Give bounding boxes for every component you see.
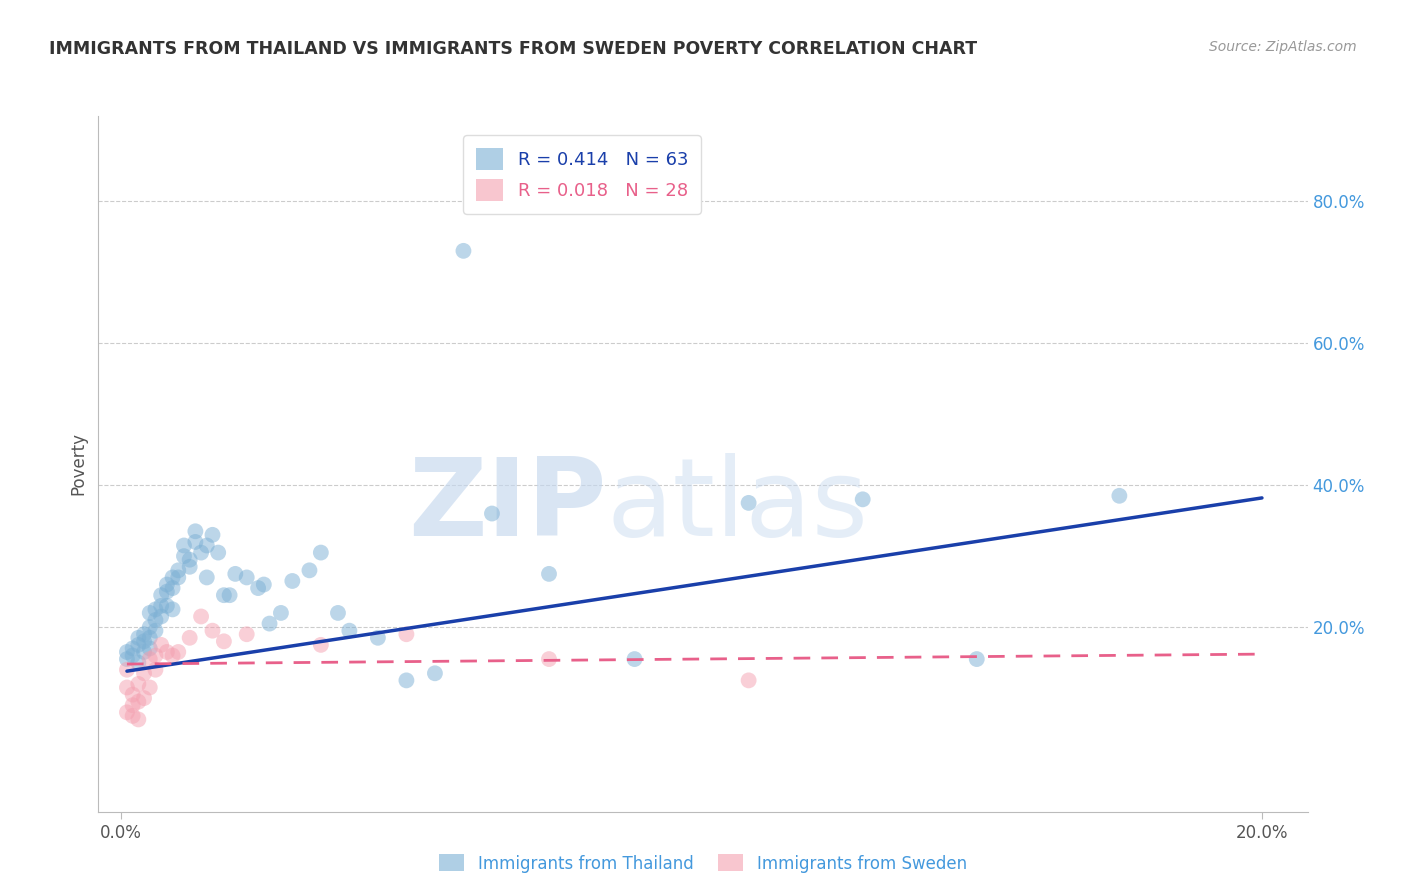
Point [184,524,207,539]
Point [150,599,173,613]
Point [481,507,503,521]
Point [150,638,173,652]
Point [179,631,201,645]
Point [395,673,418,688]
Point [145,602,167,616]
Point [121,688,143,702]
Point [201,528,224,542]
Point [966,652,988,666]
Point [173,539,195,553]
Point [623,652,645,666]
Point [150,609,173,624]
Point [156,584,179,599]
Point [121,648,143,663]
Text: atlas: atlas [606,452,869,558]
Point [127,638,149,652]
Point [127,631,149,645]
Point [367,631,389,645]
Point [179,552,201,566]
Point [247,581,270,595]
Point [737,673,759,688]
Point [115,652,138,666]
Point [201,624,224,638]
Point [218,588,240,602]
Point [235,570,257,584]
Point [195,539,218,553]
Text: Source: ZipAtlas.com: Source: ZipAtlas.com [1209,40,1357,54]
Point [167,645,190,659]
Point [190,545,212,559]
Point [235,627,257,641]
Point [139,606,162,620]
Y-axis label: Poverty: Poverty [69,433,87,495]
Point [1108,489,1130,503]
Point [298,563,321,577]
Point [224,566,246,581]
Point [127,713,149,727]
Point [212,634,235,648]
Point [127,695,149,709]
Point [173,549,195,563]
Point [167,563,190,577]
Text: ZIP: ZIP [408,452,606,558]
Point [115,706,138,720]
Legend: R = 0.414   N = 63, R = 0.018   N = 28: R = 0.414 N = 63, R = 0.018 N = 28 [464,136,700,214]
Point [537,566,560,581]
Point [132,645,155,659]
Point [132,691,155,706]
Point [253,577,276,591]
Point [167,570,190,584]
Point [121,709,143,723]
Point [139,631,162,645]
Point [156,599,179,613]
Point [132,627,155,641]
Point [139,681,162,695]
Point [162,602,184,616]
Legend: Immigrants from Thailand, Immigrants from Sweden: Immigrants from Thailand, Immigrants fro… [433,847,973,880]
Point [326,606,349,620]
Point [162,648,184,663]
Point [737,496,759,510]
Point [309,545,332,559]
Point [195,570,218,584]
Point [121,641,143,656]
Text: IMMIGRANTS FROM THAILAND VS IMMIGRANTS FROM SWEDEN POVERTY CORRELATION CHART: IMMIGRANTS FROM THAILAND VS IMMIGRANTS F… [49,40,977,58]
Point [145,624,167,638]
Point [115,645,138,659]
Point [453,244,475,258]
Point [132,666,155,681]
Point [145,648,167,663]
Point [162,570,184,584]
Point [156,577,179,591]
Point [115,663,138,677]
Point [139,620,162,634]
Point [127,677,149,691]
Point [281,574,304,588]
Point [395,627,418,641]
Point [121,698,143,713]
Point [259,616,281,631]
Point [179,559,201,574]
Point [212,588,235,602]
Point [139,652,162,666]
Point [852,492,875,507]
Point [156,645,179,659]
Point [190,609,212,624]
Point [337,624,360,638]
Point [127,656,149,670]
Point [145,613,167,627]
Point [270,606,292,620]
Point [132,634,155,648]
Point [145,663,167,677]
Point [184,535,207,549]
Point [309,638,332,652]
Point [139,641,162,656]
Point [537,652,560,666]
Point [162,581,184,595]
Point [150,588,173,602]
Point [423,666,446,681]
Point [207,545,229,559]
Point [115,681,138,695]
